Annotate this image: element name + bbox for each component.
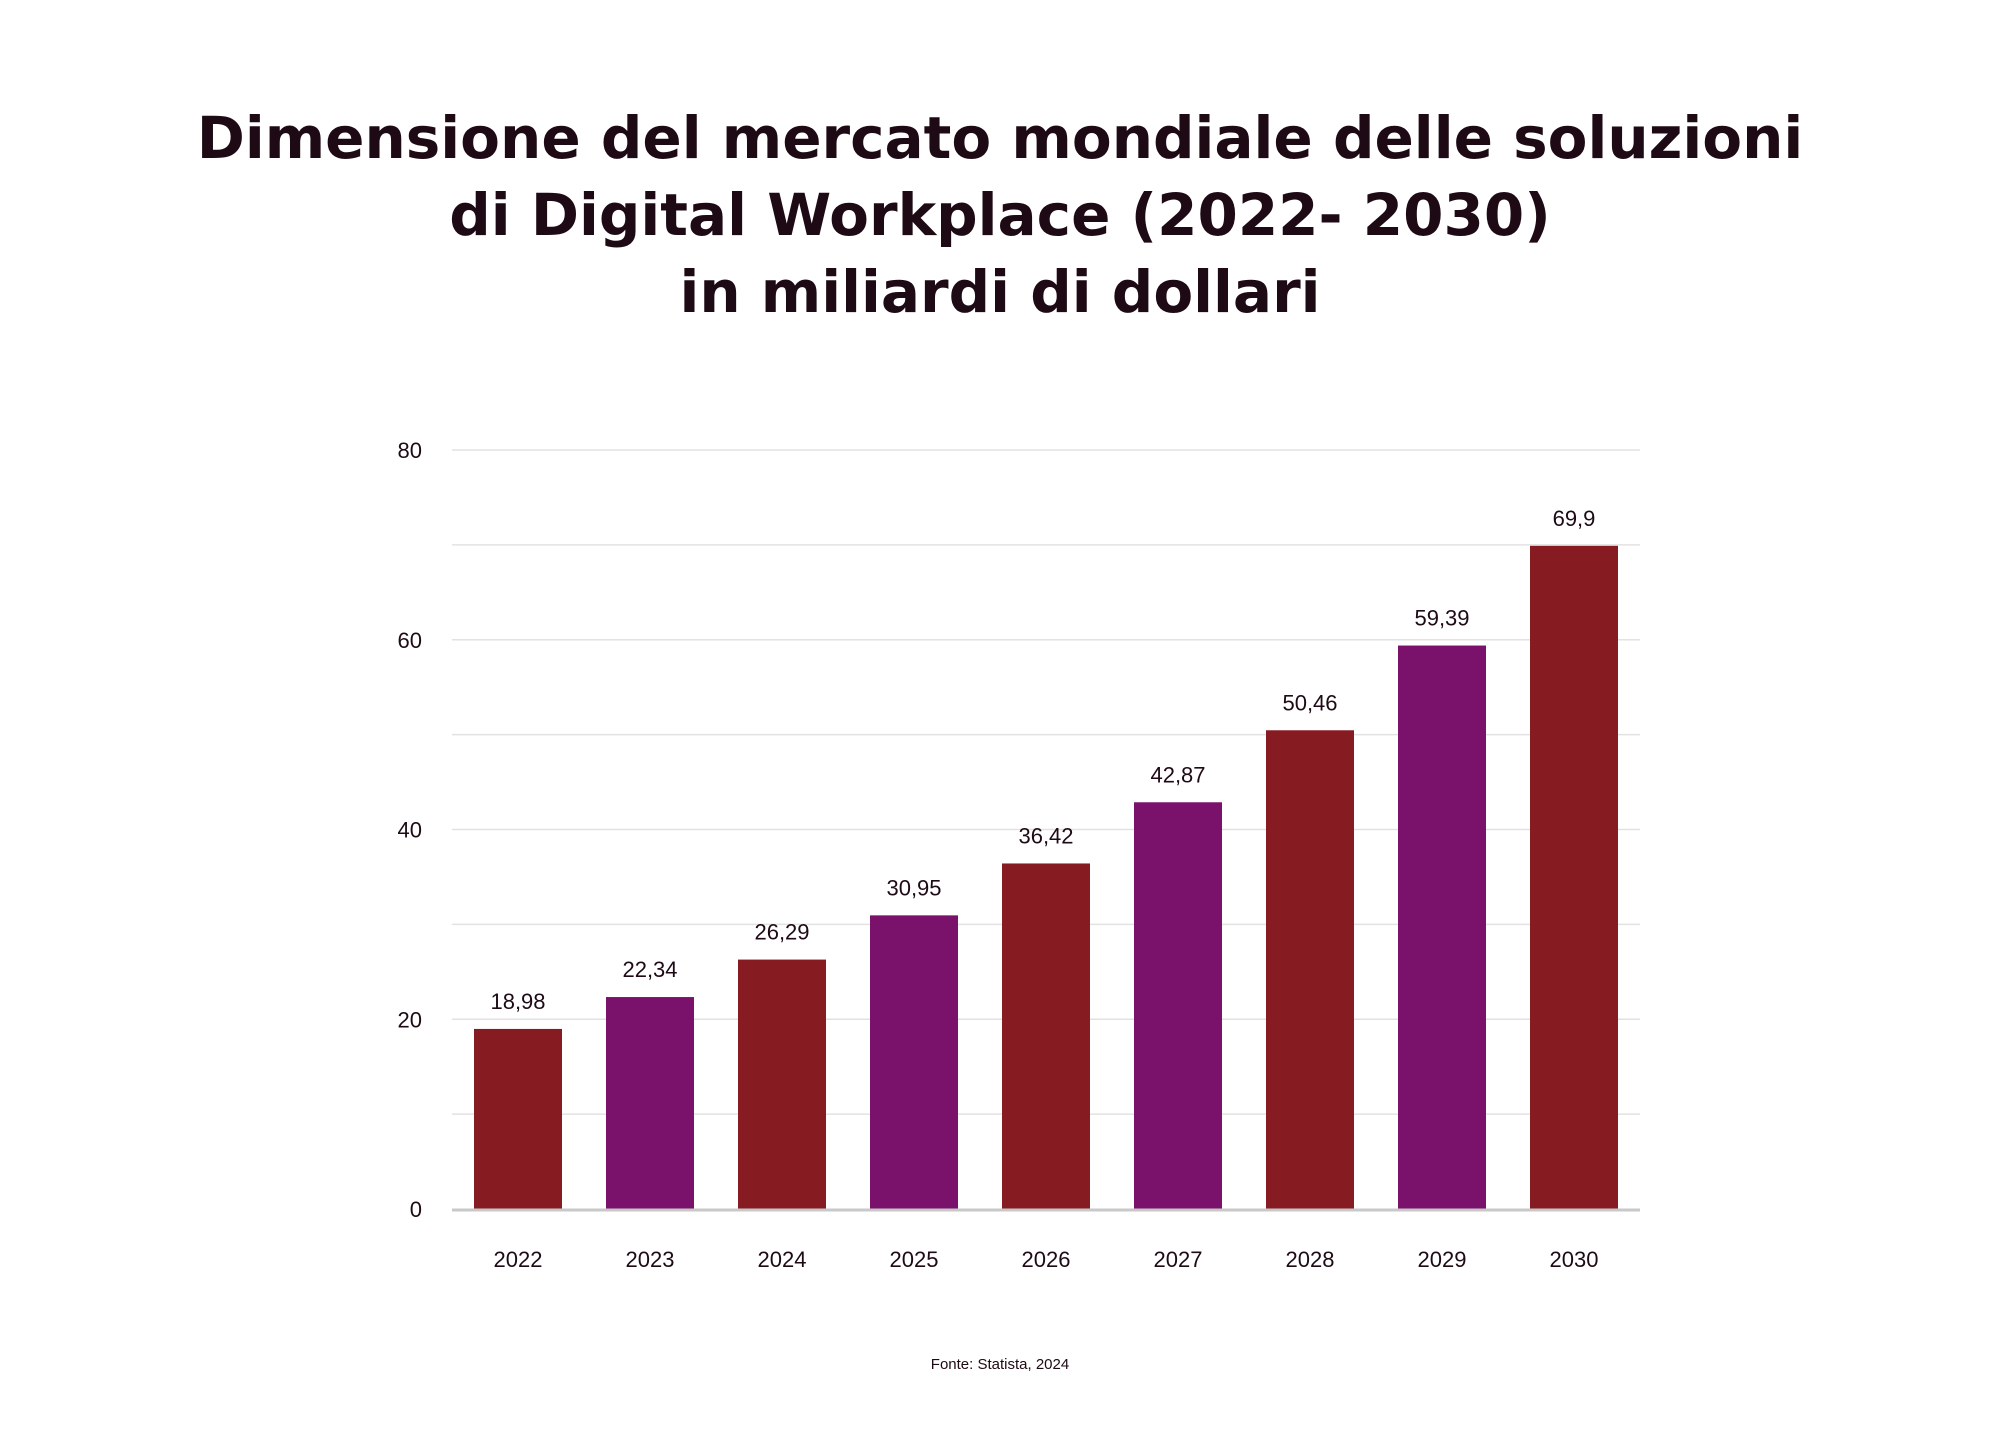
y-tick-label-20: 20 <box>398 1007 422 1032</box>
y-tick-label-0: 0 <box>410 1197 422 1222</box>
y-tick-label-40: 40 <box>398 818 422 843</box>
bars <box>474 545 1618 1209</box>
bar-2026 <box>1002 863 1090 1209</box>
x-tick-label-2024: 2024 <box>758 1247 807 1272</box>
chart-title-line-1: Dimensione del mercato mondiale delle so… <box>196 104 1804 172</box>
bar-2028 <box>1266 730 1354 1209</box>
bar-2030 <box>1530 545 1618 1209</box>
data-label-2025: 30,95 <box>886 875 941 900</box>
data-label-2022: 18,98 <box>490 989 545 1014</box>
data-label-2028: 50,46 <box>1282 690 1337 715</box>
bar-2022 <box>474 1028 562 1209</box>
x-tick-label-2023: 2023 <box>626 1247 675 1272</box>
y-tick-label-80: 80 <box>398 438 422 463</box>
source-note: Fonte: Statista, 2024 <box>930 1356 1070 1373</box>
bar-2024 <box>738 959 826 1209</box>
x-tick-label-2029: 2029 <box>1418 1247 1467 1272</box>
bar-2023 <box>606 997 694 1209</box>
y-tick-label-60: 60 <box>398 628 422 653</box>
x-tick-label-2027: 2027 <box>1154 1247 1203 1272</box>
chart-title-line-3: in miliardi di dollari <box>679 258 1321 326</box>
data-label-2029: 59,39 <box>1414 606 1469 631</box>
chart-title: Dimensione del mercato mondiale delle so… <box>0 100 2000 331</box>
data-label-2030: 69,9 <box>1553 506 1596 531</box>
x-tick-label-2028: 2028 <box>1286 1247 1335 1272</box>
x-tick-label-2022: 2022 <box>494 1247 543 1272</box>
data-label-2027: 42,87 <box>1150 762 1205 787</box>
bar-2027 <box>1134 802 1222 1209</box>
labels: 0 20 40 60 80 18,98 2022 22,34 2023 26,29 2024 30,9… <box>398 438 1599 1272</box>
x-tick-label-2026: 2026 <box>1022 1247 1071 1272</box>
chart-title-line-2: di Digital Workplace (2022- 2030) <box>449 181 1551 249</box>
x-tick-label-2025: 2025 <box>890 1247 939 1272</box>
bar-2029 <box>1398 645 1486 1209</box>
bar-2025 <box>870 915 958 1209</box>
data-label-2023: 22,34 <box>622 957 677 982</box>
data-label-2024: 26,29 <box>754 920 809 945</box>
x-tick-label-2030: 2030 <box>1550 1247 1599 1272</box>
data-label-2026: 36,42 <box>1018 823 1073 848</box>
